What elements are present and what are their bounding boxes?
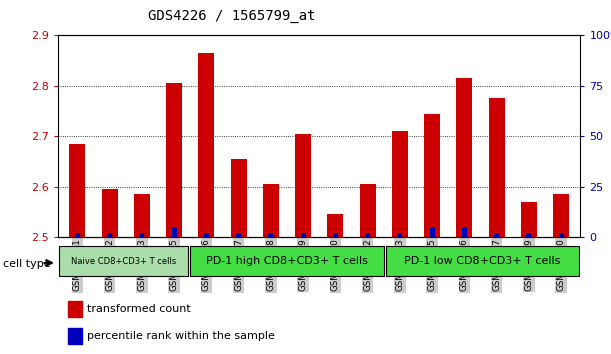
- Bar: [392, 131, 408, 237]
- Bar: [494, 233, 499, 237]
- Bar: [397, 233, 402, 237]
- Text: GDS4226 / 1565799_at: GDS4226 / 1565799_at: [148, 9, 316, 23]
- Bar: [359, 184, 376, 237]
- Text: Naive CD8+CD3+ T cells: Naive CD8+CD3+ T cells: [71, 257, 176, 266]
- Bar: [430, 227, 434, 237]
- Text: cell type: cell type: [3, 259, 51, 269]
- Bar: [199, 53, 214, 237]
- FancyBboxPatch shape: [189, 246, 384, 276]
- Text: transformed count: transformed count: [87, 304, 191, 314]
- Bar: [295, 134, 311, 237]
- Bar: [365, 233, 370, 237]
- Bar: [204, 233, 209, 237]
- Text: PD-1 low CD8+CD3+ T cells: PD-1 low CD8+CD3+ T cells: [404, 256, 561, 266]
- Bar: [327, 215, 343, 237]
- Bar: [68, 301, 81, 317]
- Text: PD-1 high CD8+CD3+ T cells: PD-1 high CD8+CD3+ T cells: [206, 256, 368, 266]
- FancyBboxPatch shape: [386, 246, 579, 276]
- Bar: [527, 233, 532, 237]
- Bar: [489, 98, 505, 237]
- Bar: [107, 233, 112, 237]
- Bar: [101, 189, 118, 237]
- Bar: [68, 327, 81, 344]
- Bar: [69, 144, 86, 237]
- Text: percentile rank within the sample: percentile rank within the sample: [87, 331, 275, 341]
- Bar: [462, 227, 467, 237]
- Bar: [301, 233, 306, 237]
- FancyBboxPatch shape: [59, 246, 188, 276]
- Bar: [268, 233, 273, 237]
- Bar: [172, 227, 177, 237]
- Bar: [139, 233, 144, 237]
- Bar: [230, 159, 247, 237]
- Bar: [236, 233, 241, 237]
- Bar: [521, 202, 537, 237]
- Bar: [456, 78, 472, 237]
- Bar: [166, 83, 182, 237]
- Bar: [134, 194, 150, 237]
- Bar: [333, 233, 338, 237]
- Bar: [263, 184, 279, 237]
- Bar: [558, 233, 563, 237]
- Bar: [424, 114, 440, 237]
- Bar: [553, 194, 569, 237]
- Bar: [75, 233, 80, 237]
